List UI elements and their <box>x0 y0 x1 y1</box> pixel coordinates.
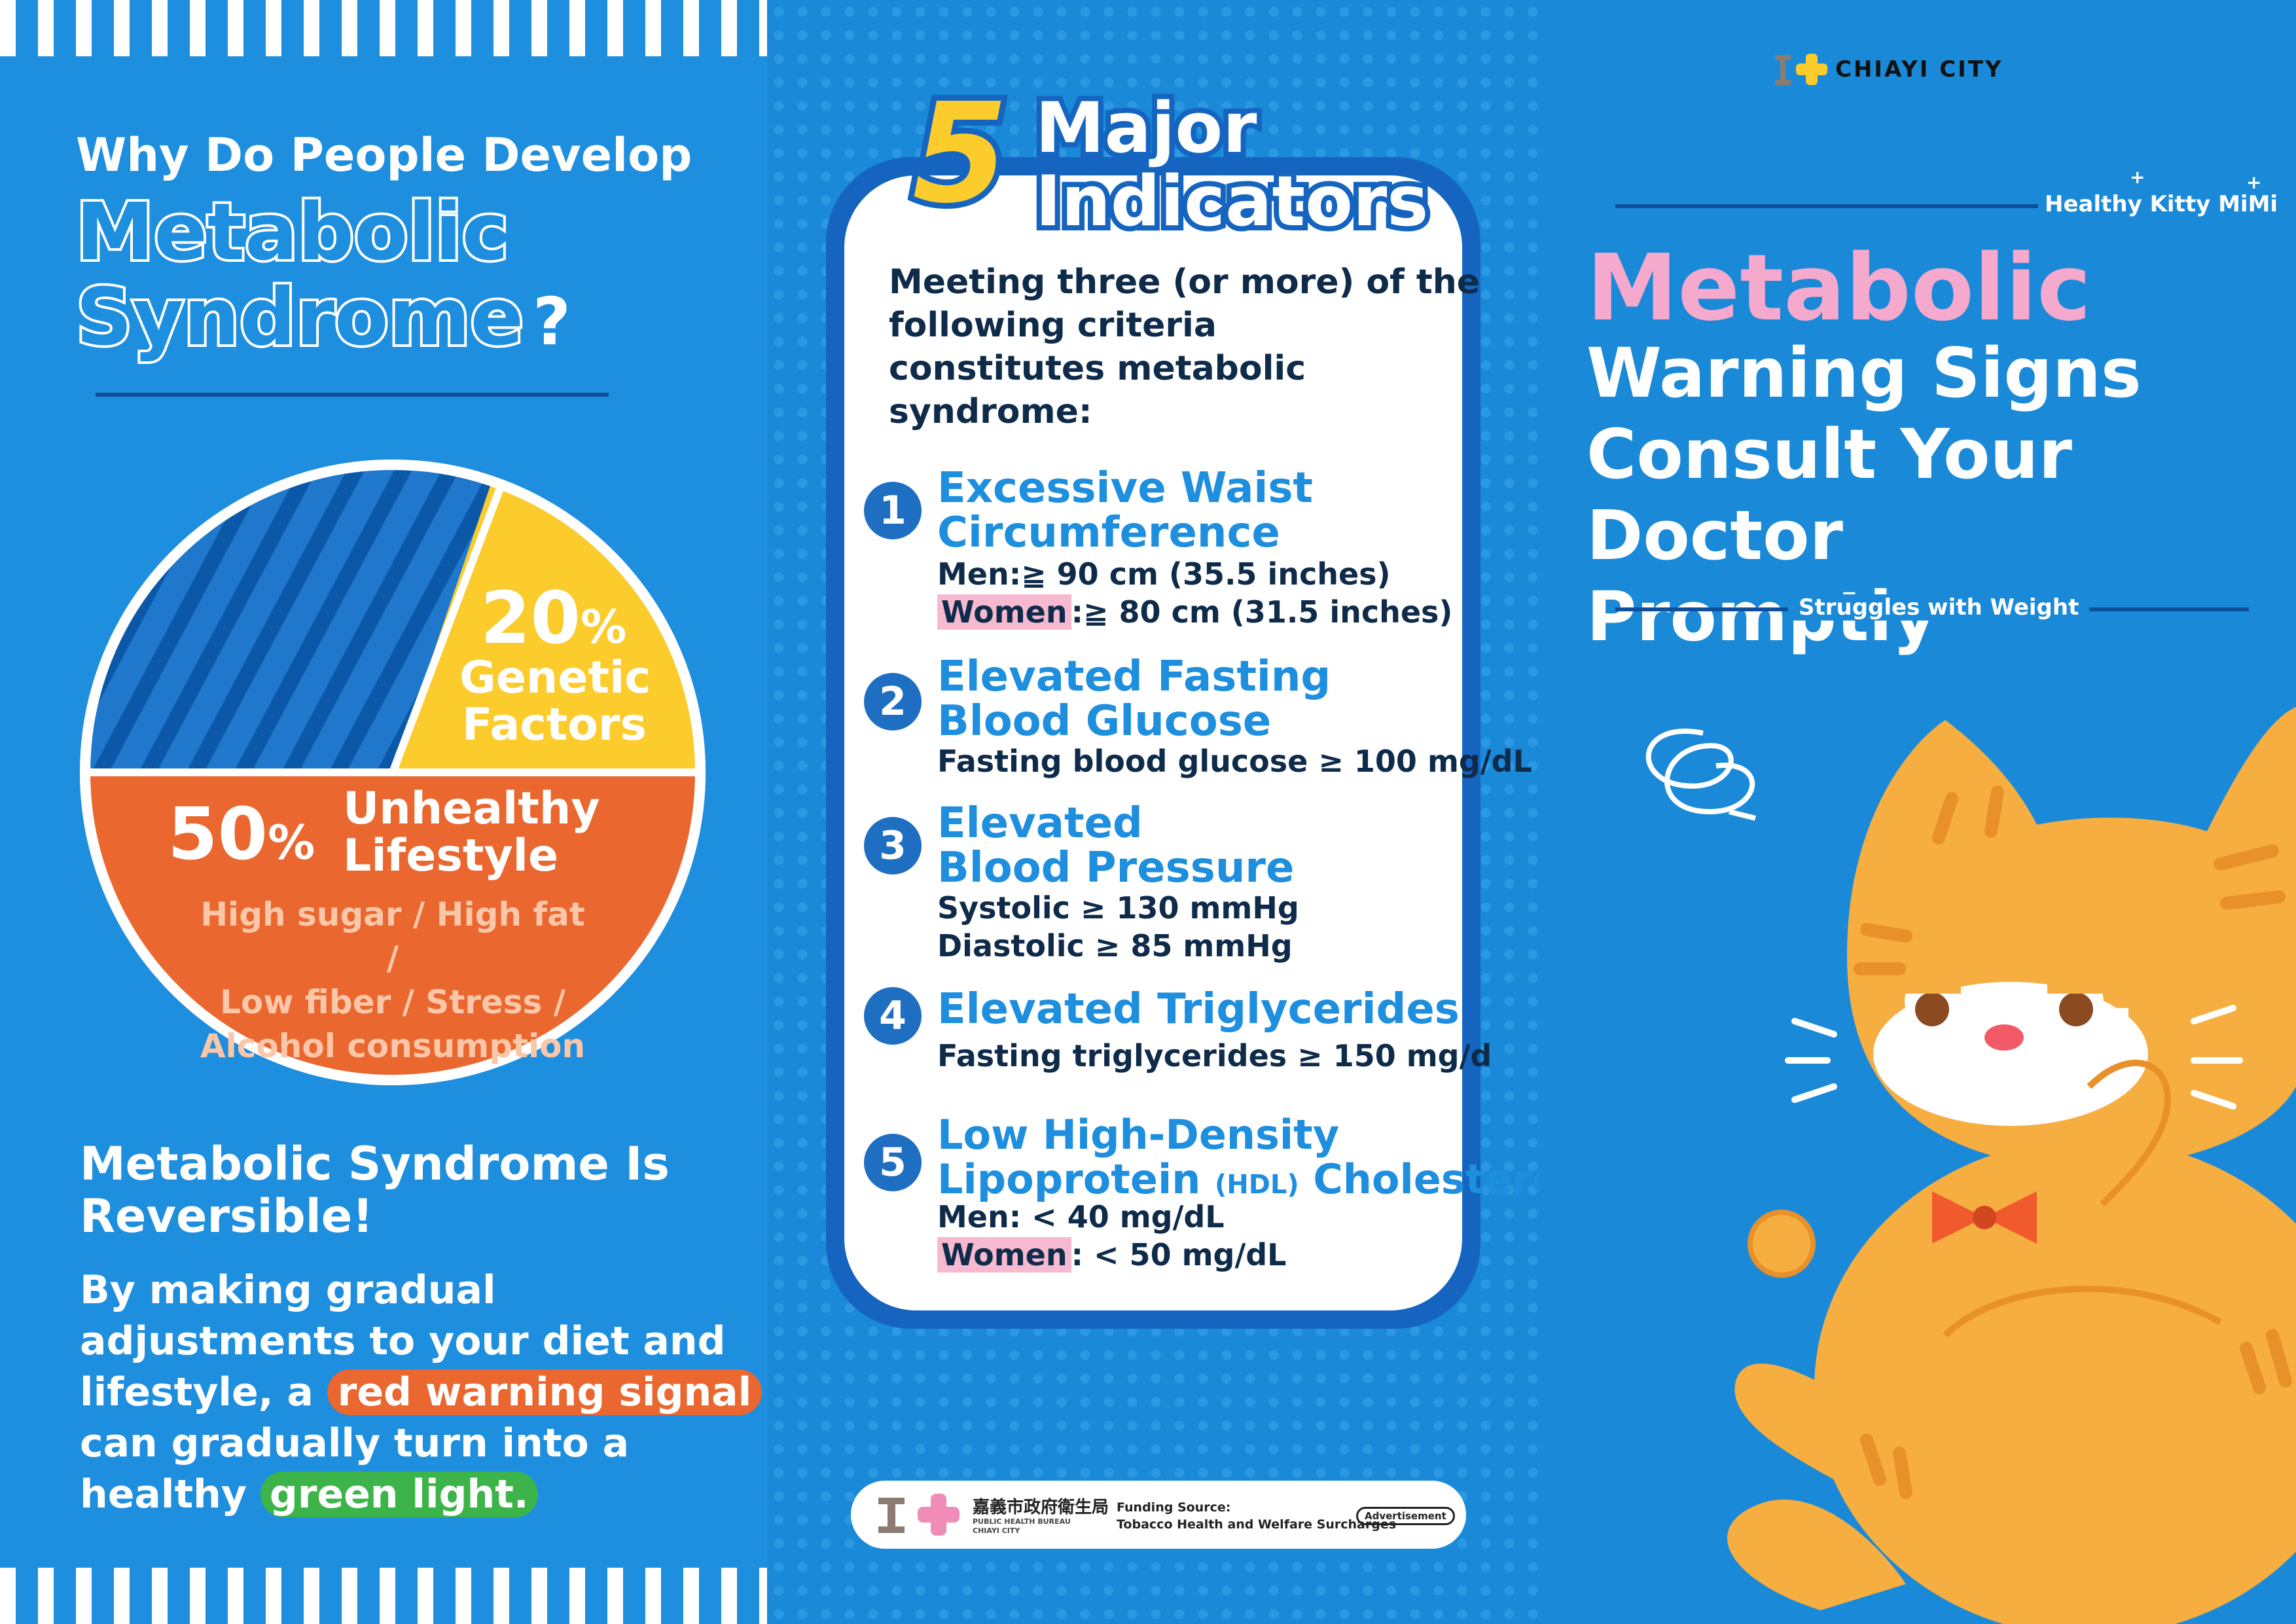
genetic-label-1: Genetic <box>459 652 651 704</box>
indicator-5-detail: Men: < 40 mg/dL Women: < 50 mg/dL <box>937 1199 1287 1272</box>
scribble-icon <box>1645 729 1756 821</box>
indicator-card <box>844 175 1462 1310</box>
cat-stripes <box>1854 785 2292 1499</box>
indicator-3-title: Elevated Blood Pressure <box>937 799 1295 892</box>
genetic-label-2: Factors <box>462 699 647 751</box>
cat-bow-tie <box>1932 1191 2037 1244</box>
reversible-title: Metabolic Syndrome Is Reversible! <box>80 1137 670 1243</box>
indicators-intro: Meeting three (or more) of the following… <box>889 262 1480 431</box>
indicator-5-title: Low High-Density Lipoprotein (HDL) Chole… <box>937 1111 1574 1203</box>
footer-sponsor-bar: 嘉義市政府衛生局 PUBLIC HEALTH BUREAU CHIAYI CIT… <box>851 1481 1466 1549</box>
city-logo-cross-icon <box>1796 54 1827 85</box>
indicator-2-number: 2 <box>864 673 922 731</box>
subtitle: Struggles with Weight <box>1788 594 2090 621</box>
indicator-1-title: Excessive Waist Circumference <box>937 464 1313 557</box>
indicator-1-number: 1 <box>864 482 922 539</box>
question-mark: ? <box>533 283 571 360</box>
lifestyle-label: Unhealthy Lifestyle <box>343 785 600 880</box>
cat-leg <box>1734 1363 1906 1519</box>
sparkle-icon: + <box>2130 166 2145 188</box>
women-highlight: Women <box>937 594 1071 630</box>
city-logo-icon <box>1775 55 1791 85</box>
lifestyle-percent: 50% <box>168 792 315 876</box>
city-logo-text: CHIAYI CITY <box>1835 56 2003 82</box>
cat-whiskers <box>1785 1005 2243 1110</box>
indicators-title: Major Indicators <box>1030 86 1433 244</box>
red-warning-highlight: red warning signal <box>327 1369 762 1415</box>
question-line-1: Why Do People Develop <box>76 128 692 182</box>
advertisement-badge: Advertisement <box>1356 1507 1455 1525</box>
indicator-5-number: 5 <box>864 1134 922 1191</box>
indicator-2-detail: Fasting blood glucose ≥ 100 mg/dL <box>937 744 1532 779</box>
bureau-name-en: PUBLIC HEALTH BUREAU CHIAYI CITY <box>973 1517 1071 1535</box>
cat-nose <box>1984 1024 2024 1051</box>
women-highlight-2: Women <box>937 1237 1071 1272</box>
indicator-4-number: 4 <box>864 987 922 1045</box>
pie-divider-diagonal <box>389 476 508 774</box>
question-line-3: Syndrome <box>73 272 526 364</box>
indicator-4-title: Elevated Triglycerides <box>937 985 1460 1034</box>
genetic-percent: 20% <box>480 576 627 660</box>
top-stripes <box>0 0 767 56</box>
causes-pie-chart <box>80 460 706 1085</box>
indicator-3-detail: Systolic ≥ 130 mmHg Diastolic ≥ 85 mmHg <box>937 890 1299 964</box>
lifestyle-label-2: Lifestyle <box>343 830 559 882</box>
pink-cross-icon <box>918 1494 960 1536</box>
pie-slice-other-fill <box>85 484 497 772</box>
question-line-3-wrap: Syndrome? <box>73 272 571 365</box>
indicator-1-detail: Men:≧ 90 cm (35.5 inches) Women:≧ 80 cm … <box>937 556 1453 630</box>
right-title-lines: Warning Signs Consult Your Doctor Prompt… <box>1587 333 2142 657</box>
health-bureau-logo-icon <box>878 1498 912 1533</box>
right-top-divider <box>1615 204 2249 208</box>
question-line-2: Metabolic <box>73 187 511 279</box>
genetic-label: Genetic Factors <box>459 652 651 751</box>
indicator-3-number: 3 <box>864 817 922 875</box>
lifestyle-details: High sugar / High fat / Low fiber / Stre… <box>200 895 586 1065</box>
left-divider <box>96 393 609 397</box>
big-number-5: 5 <box>906 73 1014 234</box>
series-name: Healthy Kitty MiMi <box>2038 191 2285 217</box>
center-panel: 5 Major Indicators Meeting three (or mor… <box>767 0 1574 1624</box>
funding-source: Funding Source: Tobacco Health and Welfa… <box>1117 1500 1397 1532</box>
right-title-metabolic: Metabolic <box>1587 235 2092 342</box>
cat-illustration <box>1645 707 2296 1624</box>
sparkle-icon-2: + <box>2246 171 2262 193</box>
indicator-4-detail: Fasting triglycerides ≥ 150 mg/d <box>937 1038 1492 1074</box>
reversible-body: By making gradual adjustments to your di… <box>80 1265 762 1520</box>
lifestyle-label-1: Unhealthy <box>343 783 600 835</box>
right-panel: CHIAYI CITY Healthy Kitty MiMi + + Metab… <box>1539 0 2296 1624</box>
cat-body <box>1814 1139 2296 1624</box>
bottom-stripes <box>0 1568 767 1624</box>
left-panel: Why Do People Develop Metabolic Syndrome… <box>0 0 767 1624</box>
cat-paw <box>1748 1210 1816 1278</box>
indicator-2-title: Elevated Fasting Blood Glucose <box>937 653 1331 746</box>
green-light-highlight: green light. <box>260 1471 538 1517</box>
bureau-name-cn: 嘉義市政府衛生局 <box>973 1498 1109 1517</box>
